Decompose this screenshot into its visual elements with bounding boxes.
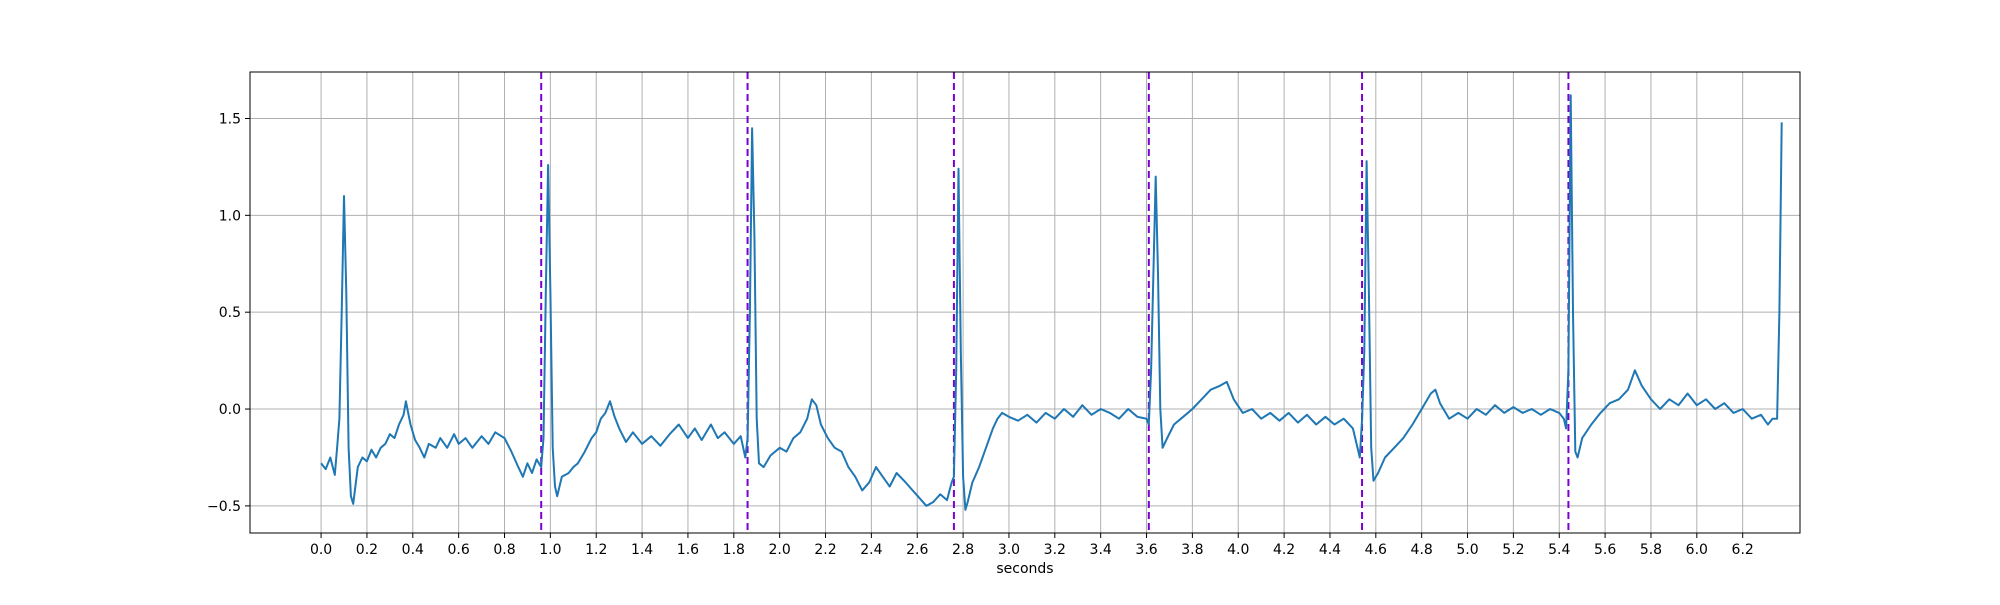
y-tick-label: −0.5	[207, 499, 241, 515]
x-tick-label: 4.0	[1227, 542, 1249, 558]
x-tick-label: 3.0	[998, 542, 1020, 558]
x-tick-label: 2.8	[952, 542, 974, 558]
x-tick-label: 5.4	[1548, 542, 1570, 558]
x-tick-label: 5.0	[1456, 542, 1478, 558]
x-axis-label: seconds	[996, 561, 1053, 577]
x-tick-label: 2.2	[814, 542, 836, 558]
x-tick-label: 1.0	[539, 542, 561, 558]
x-tick-label: 5.8	[1640, 542, 1662, 558]
tick-layer: 0.0 0.2 0.4 0.6 0.8 1.0 1.2 1.4 1.6 1.8 2.0 2.2 2.4 2…	[207, 111, 1754, 558]
y-tick-label: 0.0	[219, 402, 241, 418]
grid-layer	[250, 72, 1800, 533]
plot-frame	[249, 71, 1801, 534]
x-tick-label: 2.6	[906, 542, 928, 558]
x-tick-label: 1.2	[585, 542, 607, 558]
y-tick-label: 1.0	[219, 208, 241, 224]
x-tick-label: 4.2	[1273, 542, 1295, 558]
x-tick-label: 4.8	[1411, 542, 1433, 558]
x-tick-label: 0.2	[356, 542, 378, 558]
series-layer	[320, 94, 1783, 511]
x-tick-label: 6.2	[1732, 542, 1754, 558]
x-tick-label: 0.0	[310, 542, 332, 558]
x-tick-label: 4.4	[1319, 542, 1341, 558]
x-tick-label: 6.0	[1686, 542, 1708, 558]
x-tick-label: 1.8	[723, 542, 745, 558]
x-tick-label: 0.8	[493, 542, 515, 558]
x-tick-label: 1.4	[631, 542, 653, 558]
ecg-signal-line	[320, 94, 1783, 511]
x-tick-label: 3.2	[1044, 542, 1066, 558]
x-tick-label: 2.0	[769, 542, 791, 558]
x-tick-label: 5.6	[1594, 542, 1616, 558]
x-tick-label: 1.6	[677, 542, 699, 558]
y-tick-label: 1.5	[219, 111, 241, 127]
x-tick-label: 3.8	[1181, 542, 1203, 558]
x-tick-label: 2.4	[860, 542, 882, 558]
x-tick-label: 3.6	[1135, 542, 1157, 558]
x-tick-label: 5.2	[1502, 542, 1524, 558]
x-tick-label: 3.4	[1090, 542, 1112, 558]
x-tick-label: 4.6	[1365, 542, 1387, 558]
y-tick-label: 0.5	[219, 305, 241, 321]
x-tick-label: 0.4	[402, 542, 424, 558]
x-tick-label: 0.6	[448, 542, 470, 558]
